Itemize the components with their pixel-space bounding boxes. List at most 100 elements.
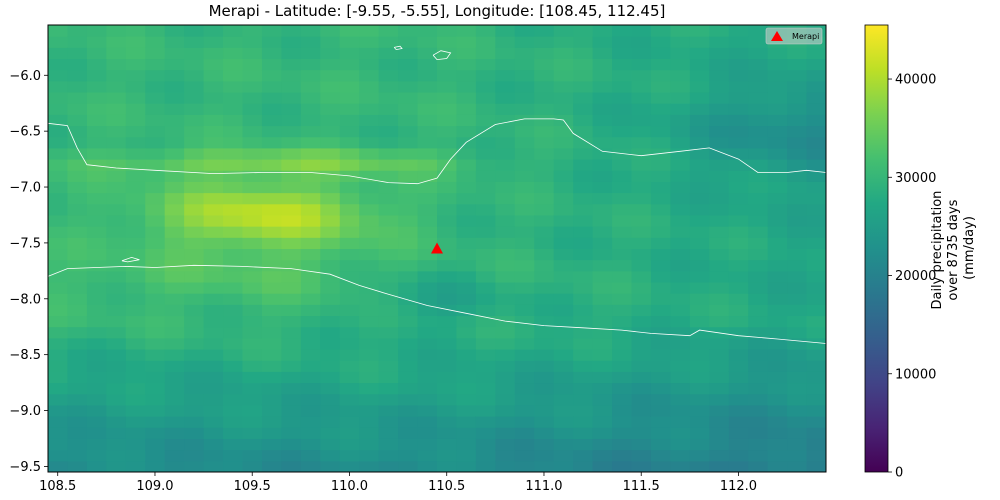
grid-cell: [203, 360, 224, 372]
x-tick-label: 111.5: [623, 479, 660, 494]
grid-cell: [261, 103, 282, 115]
grid-cell: [86, 360, 107, 372]
grid-cell: [261, 136, 282, 149]
grid-cell: [86, 237, 107, 249]
grid-cell: [728, 270, 749, 283]
grid-cell: [261, 427, 282, 439]
grid-cell: [475, 282, 496, 294]
grid-cell: [417, 69, 438, 82]
grid-cell: [417, 393, 438, 406]
grid-cell: [417, 293, 438, 305]
grid-cell: [378, 349, 399, 361]
grid-cell: [573, 427, 594, 439]
grid-cell: [320, 159, 341, 171]
grid-cell: [456, 36, 477, 48]
grid-cell: [164, 360, 185, 372]
grid-cell: [125, 136, 146, 149]
grid-cell: [670, 47, 691, 60]
grid-cell: [612, 438, 632, 451]
grid-cell: [223, 192, 243, 205]
grid-cell: [398, 449, 419, 462]
grid-cell: [573, 92, 594, 104]
grid-cell: [534, 315, 555, 328]
grid-cell: [728, 360, 749, 372]
grid-cell: [437, 125, 457, 138]
grid-cell: [709, 349, 730, 361]
grid-cell: [261, 349, 282, 361]
grid-cell: [534, 25, 555, 37]
grid-cell: [125, 404, 146, 417]
grid-cell: [339, 382, 360, 395]
grid-cell: [767, 293, 788, 305]
grid-cell: [650, 270, 671, 283]
grid-cell: [670, 371, 691, 384]
grid-cell: [417, 203, 438, 216]
grid-cell: [728, 170, 749, 182]
grid-cell: [300, 214, 321, 227]
grid-cell: [592, 349, 613, 361]
grid-cell: [320, 326, 341, 339]
grid-cell: [456, 282, 477, 294]
grid-cell: [612, 282, 632, 294]
grid-cell: [514, 416, 535, 428]
grid-cell: [106, 304, 127, 317]
grid-cell: [203, 304, 224, 317]
grid-cell: [203, 416, 224, 428]
grid-cell: [456, 349, 477, 361]
grid-cell: [359, 449, 380, 462]
grid-cell: [534, 192, 555, 205]
grid-cell: [553, 282, 574, 294]
grid-cell: [534, 416, 555, 428]
grid-cell: [495, 159, 516, 171]
grid-cell: [67, 159, 88, 171]
grid-cell: [281, 248, 302, 261]
grid-cell: [184, 25, 205, 37]
grid-cell: [398, 393, 419, 406]
grid-cell: [437, 270, 457, 283]
grid-cell: [223, 427, 243, 439]
grid-cell: [223, 371, 243, 384]
grid-cell: [767, 449, 788, 462]
grid-cell: [203, 147, 224, 160]
grid-cell: [125, 315, 146, 328]
grid-cell: [106, 282, 127, 294]
grid-cell: [573, 259, 594, 272]
grid-cell: [203, 449, 224, 462]
grid-cell: [456, 304, 477, 317]
grid-cell: [612, 237, 632, 249]
grid-cell: [300, 270, 321, 283]
grid-cell: [86, 438, 107, 451]
grid-cell: [689, 192, 710, 205]
grid-cell: [242, 181, 263, 194]
grid-cell: [728, 237, 749, 249]
grid-cell: [650, 404, 671, 417]
grid-cell: [534, 147, 555, 160]
grid-cell: [203, 237, 224, 249]
grid-cell: [417, 438, 438, 451]
grid-cell: [359, 159, 380, 171]
grid-cell: [456, 125, 477, 138]
grid-cell: [86, 371, 107, 384]
grid-cell: [748, 404, 769, 417]
grid-cell: [670, 25, 691, 37]
grid-cell: [748, 214, 769, 227]
grid-cell: [631, 80, 652, 93]
grid-cell: [320, 58, 341, 71]
grid-cell: [787, 460, 808, 473]
grid-cell: [378, 404, 399, 417]
grid-cell: [164, 282, 185, 294]
grid-cell: [359, 326, 380, 339]
grid-cell: [203, 438, 224, 451]
grid-cell: [437, 393, 457, 406]
grid-cell: [787, 293, 808, 305]
grid-cell: [495, 416, 516, 428]
map-frame: [47, 24, 827, 473]
grid-cell: [553, 147, 574, 160]
grid-cell: [339, 293, 360, 305]
grid-cell: [125, 293, 146, 305]
grid-cell: [514, 80, 535, 93]
grid-cell: [767, 460, 788, 473]
grid-cell: [514, 304, 535, 317]
grid-cell: [48, 393, 68, 406]
grid-cell: [417, 360, 438, 372]
